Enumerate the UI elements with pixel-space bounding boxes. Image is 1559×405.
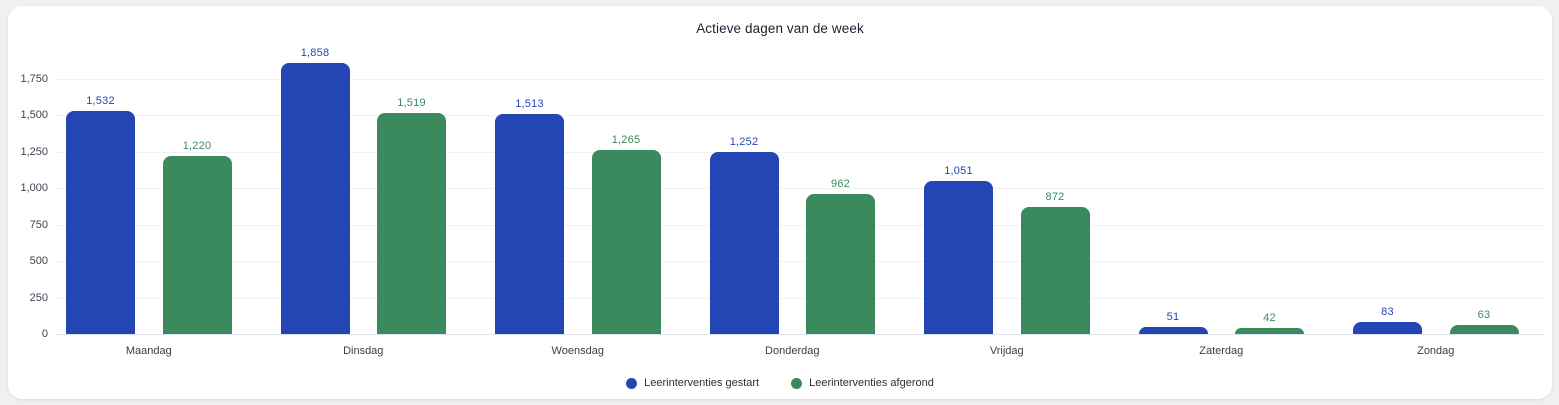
legend-label: Leerinterventies gestart <box>644 377 760 389</box>
bar-value-label: 63 <box>1477 308 1491 321</box>
bar-value-label: 51 <box>1166 310 1180 323</box>
y-axis-tick-label: 1,500 <box>20 109 48 122</box>
legend: Leerinterventies gestart Leerinterventies… <box>8 377 1552 389</box>
bar-value-label: 1,265 <box>611 133 641 146</box>
bar-value-label: 1,220 <box>182 140 212 153</box>
x-axis-label-woensdag: Woensdag <box>551 345 604 357</box>
bar-value-label: 872 <box>1045 190 1065 203</box>
bar-leerinterventies-gestart-woensdag[interactable] <box>495 113 564 334</box>
bar-leerinterventies-afgerond-vrijdag[interactable] <box>1020 206 1090 334</box>
bar-leerinterventies-afgerond-zaterdag[interactable] <box>1235 327 1304 334</box>
gridline <box>55 115 1545 117</box>
bar-value-label: 42 <box>1263 311 1276 324</box>
x-axis-label-donderdag: Donderdag <box>765 345 820 357</box>
gridline <box>55 79 1545 80</box>
chart-region: Actieve dagen van de week 0 250 500 750 1,00… <box>8 6 1552 399</box>
legend-item-leerinterventies-afgerond[interactable]: Leerinterventies afgerond <box>791 377 934 389</box>
y-axis-tick-label: 250 <box>29 291 48 304</box>
legend-dot-icon <box>791 377 803 389</box>
bar-value-label: 962 <box>831 177 850 190</box>
bar-value-label: 1,051 <box>944 164 973 177</box>
y-axis-tick-label: 500 <box>29 255 48 268</box>
y-axis-tick-label: 1,750 <box>20 73 48 85</box>
bar-value-label: 1,858 <box>300 47 330 60</box>
y-axis-tick-label: 0 <box>41 328 48 340</box>
bar-leerinterventies-afgerond-zondag[interactable] <box>1449 324 1519 334</box>
x-axis-label-zondag: Zondag <box>1417 345 1455 357</box>
x-axis-label-vrijdag: Vrijdag <box>989 345 1024 357</box>
bar-leerinterventies-afgerond-dinsdag[interactable] <box>377 112 446 334</box>
y-axis-tick-label: 1,250 <box>20 145 48 158</box>
bar-value-label: 1,252 <box>729 135 759 148</box>
axis-baseline <box>55 334 1545 335</box>
gridline <box>55 188 1545 190</box>
bar-leerinterventies-afgerond-woensdag[interactable] <box>591 149 661 334</box>
bar-value-label: 83 <box>1381 305 1394 318</box>
bar-value-label: 1,532 <box>86 94 115 107</box>
legend-label: Leerinterventies afgerond <box>809 377 934 389</box>
x-axis-label-dinsdag: Dinsdag <box>343 345 384 357</box>
bar-leerinterventies-gestart-zondag[interactable] <box>1353 321 1422 334</box>
y-axis-tick-label: 750 <box>29 218 48 231</box>
bar-value-label: 1,513 <box>515 97 544 110</box>
bar-leerinterventies-gestart-vrijdag[interactable] <box>924 180 993 334</box>
gridline <box>55 261 1545 263</box>
bar-leerinterventies-gestart-donderdag[interactable] <box>709 151 779 334</box>
gridline <box>55 151 1545 153</box>
x-axis-label-maandag: Maandag <box>125 345 172 357</box>
bar-leerinterventies-gestart-dinsdag[interactable] <box>280 63 350 334</box>
bar-leerinterventies-afgerond-donderdag[interactable] <box>806 193 875 334</box>
gridline <box>55 224 1545 226</box>
chart-card: Actieve dagen van de week 0 250 500 750 1,00… <box>8 6 1552 399</box>
bar-value-label: 1,519 <box>397 96 426 109</box>
chart-title: Actieve dagen van de week <box>696 21 864 36</box>
bar-leerinterventies-gestart-zaterdag[interactable] <box>1138 326 1208 334</box>
legend-dot-icon <box>626 377 638 389</box>
bar-leerinterventies-afgerond-maandag[interactable] <box>162 156 232 334</box>
bar-leerinterventies-gestart-maandag[interactable] <box>66 110 135 334</box>
y-axis-tick-label: 1,000 <box>20 182 48 195</box>
gridline <box>55 297 1545 299</box>
legend-item-leerinterventies-gestart[interactable]: Leerinterventies gestart <box>626 377 759 389</box>
x-axis-label-zaterdag: Zaterdag <box>1199 345 1244 357</box>
